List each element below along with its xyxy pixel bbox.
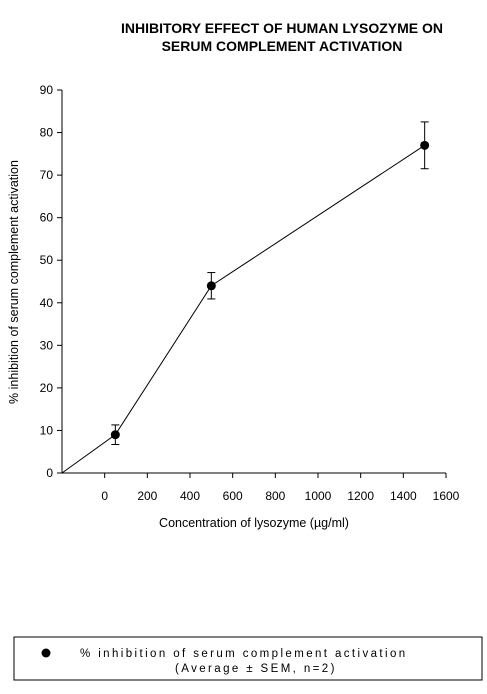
legend-entry-line-2: (Average ± SEM, n=2)	[175, 663, 337, 675]
x-tick-label: 1200	[347, 489, 374, 503]
chart-title-line-2: SERUM COMPLEMENT ACTIVATION	[162, 38, 403, 54]
y-tick-label: 10	[40, 423, 54, 437]
plot-area: 0 10 20 30 40 50 60 70 80 90 0 200 400 600 800 1000 1200…	[40, 83, 460, 503]
y-tick-label: 90	[40, 83, 54, 97]
y-tick-label: 30	[40, 338, 54, 352]
series-line	[61, 144, 425, 474]
data-point	[206, 281, 216, 291]
chart-title-line-1: INHIBITORY EFFECT OF HUMAN LYSOZYME ON	[121, 20, 443, 36]
x-tick-label: 400	[180, 489, 200, 503]
y-tick-label: 40	[40, 296, 54, 310]
x-tick-label: 1000	[305, 489, 332, 503]
y-tick-label: 0	[46, 466, 53, 480]
x-tick-label: 800	[265, 489, 285, 503]
y-tick-label: 80	[40, 126, 54, 140]
y-tick-label: 50	[40, 253, 54, 267]
x-axis-label: Concentration of lysozyme (µg/ml)	[159, 516, 349, 530]
legend-box	[13, 636, 483, 681]
data-point	[110, 430, 120, 440]
x-tick-label: 200	[137, 489, 157, 503]
legend-entry-line-1: % inhibition of serum complement activat…	[80, 648, 408, 660]
legend: % inhibition of serum complement activat…	[13, 636, 483, 681]
x-tick-label: 1600	[433, 489, 460, 503]
x-tick-label: 0	[101, 489, 108, 503]
legend-marker	[41, 648, 51, 658]
y-axis-label: % inhibition of serum complement activat…	[7, 160, 21, 404]
y-tick-label: 60	[40, 211, 54, 225]
y-tick-label: 20	[40, 381, 54, 395]
x-tick-label: 1400	[390, 489, 417, 503]
x-tick-label: 600	[223, 489, 243, 503]
data-point	[420, 140, 430, 150]
y-tick-label: 70	[40, 168, 54, 182]
